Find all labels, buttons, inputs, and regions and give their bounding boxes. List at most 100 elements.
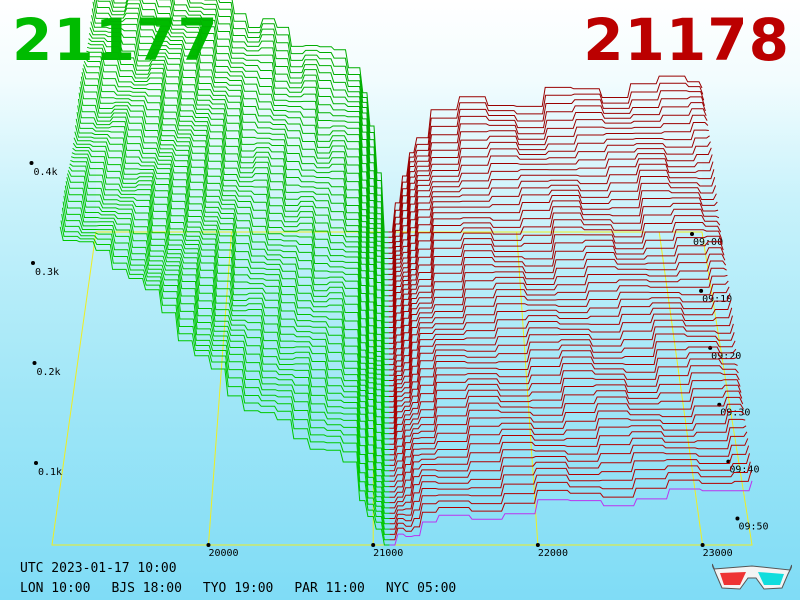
z-tick-mark [31,261,35,265]
ask-depth-line [389,390,743,482]
ask-depth-line [388,253,726,376]
bid-depth-line [155,0,389,275]
bid-depth-line [59,226,390,546]
floor-outline [51,231,753,546]
ask-depth-line [389,280,729,397]
ask-depth-line [389,365,739,461]
bid-depth-line [97,0,389,291]
ask-depth-line [389,286,730,403]
ask-depth-line [388,222,722,350]
bid-depth-line [80,76,389,392]
bid-depth-line [60,220,390,541]
ask-depth-line [389,315,733,424]
bid-depth-line [83,60,389,371]
bid-depth-line [63,195,390,519]
bid-depth-line [173,0,389,259]
z-tick-label: 0.3k [35,267,59,278]
ask-depth-line [389,352,737,450]
ask-depth-line [389,470,752,541]
bid-depth-line [218,0,389,238]
bid-depth-line [79,86,389,403]
bid-depth-line [75,118,390,429]
bid-depth-line [66,177,390,498]
ask-depth-line [388,108,707,259]
bid-depth-line [86,46,389,350]
bid-depth-line [77,98,390,413]
bid-depth-line [95,0,389,297]
utc-timestamp: UTC 2023-01-17 10:00 [20,561,177,576]
ask-depth-line [389,445,750,525]
ask-depth-line [388,176,716,313]
bid-depth-line [78,92,390,408]
bid-depth-line [69,163,390,477]
bid-depth-line [87,42,389,344]
ask-depth-line [388,190,717,323]
bid-depth-line [231,0,389,233]
z-tick-label: 0.2k [37,367,61,378]
bid-depth-line [61,207,390,530]
z-tick-label: 0.1k [38,467,62,478]
bid-depth-line [67,170,390,488]
ask-depth-line [388,147,712,291]
bid-depth-line [91,8,389,313]
ask-depth-line [388,202,719,334]
bid-depth-line [70,156,390,466]
tz-lon: LON 10:00 [20,581,91,596]
bid-depth-line [188,0,389,249]
ask-depth-line [388,122,709,270]
ask-depth-line [389,480,753,546]
x-tick-label: 22000 [538,548,568,559]
ask-depth-line [389,384,742,477]
ask-depth-line [389,372,740,466]
ask-depth-line [388,241,724,366]
ask-depth-line [388,135,710,281]
ask-depth-line [389,323,734,429]
bid-depth-line [72,147,390,456]
x-tick-mark [206,543,211,547]
3d-glasses-icon[interactable] [712,560,792,592]
ask-depth-line [389,461,751,535]
bid-depth-line [65,181,390,504]
time-tick-mark [735,516,740,521]
time-tick-label: 09:10 [702,294,732,305]
ask-depth-line [389,379,741,472]
bid-depth-line [77,105,390,419]
ask-depth-line [388,235,723,360]
bid-depth-line [111,0,389,286]
bid-depth-line [85,54,389,360]
bid-depth-line [171,0,389,265]
timezone-clocks: LON 10:00 BJS 18:00 TYO 19:00 PAR 11:00 NYC … [20,581,477,596]
ask-depth-line [389,307,733,419]
time-tick-mark [690,232,694,236]
ask-depth-line [388,102,706,254]
tz-par: PAR 11:00 [294,581,365,596]
ask-depth-line [389,358,738,456]
x-tick-mark [371,543,376,547]
bid-depth-line [92,1,389,307]
time-tick-mark [699,288,704,293]
time-tick-label: 09:20 [711,351,741,362]
z-tick-mark [32,361,37,365]
ask-depth-line [389,411,745,498]
bid-depth-line [74,131,390,440]
ask-depth-line [389,300,732,413]
ask-depth-line [389,431,748,514]
bid-depth-line [73,137,390,445]
time-tick-label: 09:50 [738,522,768,533]
price-gridline [207,231,232,546]
bid-depth-line [64,185,390,509]
bid-depth-line [81,72,389,387]
ask-depth-line [388,197,718,328]
ask-depth-line [388,141,711,286]
ask-depth-line [389,403,744,493]
time-tick-label: 09:30 [720,408,750,419]
x-tick-label: 23000 [703,548,733,559]
bid-depth-line [83,64,389,376]
ask-depth-line [388,114,708,265]
z-tick-mark [29,161,34,165]
time-tick-mark [708,345,713,350]
z-tick-label: 0.4k [34,167,58,178]
ask-depth-line [389,425,747,509]
ask-depth-line [389,396,744,488]
